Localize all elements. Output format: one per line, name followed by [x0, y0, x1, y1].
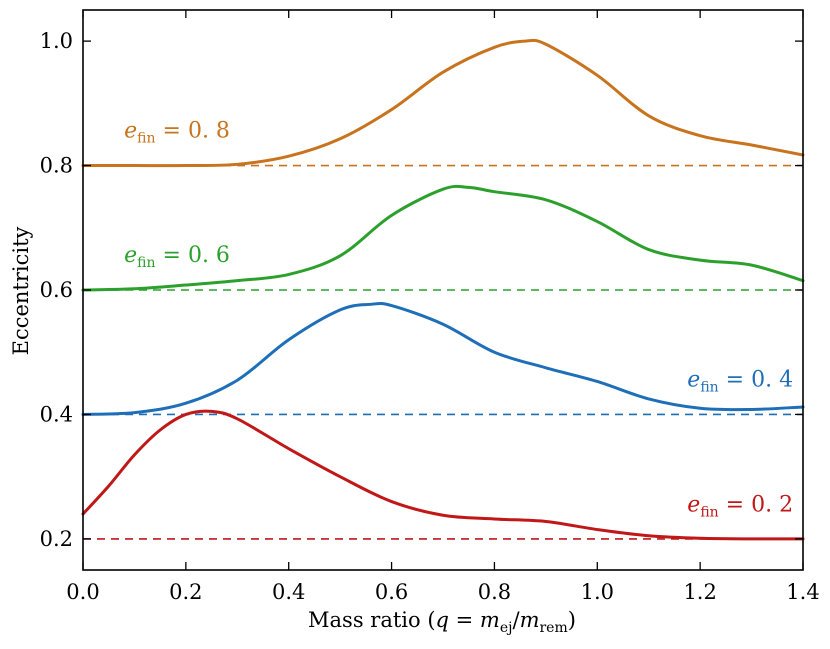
y-tick-label: 0.2 [40, 527, 73, 551]
x-tick-label: 0.4 [272, 580, 305, 604]
x-tick-label: 0.8 [478, 580, 511, 604]
y-tick-label: 1.0 [40, 29, 73, 53]
y-tick-label: 0.4 [40, 402, 73, 426]
baseline-group [83, 164, 803, 540]
x-axis-label: Mass ratio (q = mej/mrem) [308, 608, 576, 636]
y-tick-label: 0.8 [40, 154, 73, 178]
y-tick-label: 0.6 [40, 278, 73, 302]
plot-area: efin = 0. 8 efin = 0. 6 efin = 0. 4 efin = … [81, 9, 805, 571]
series-line [81, 184, 805, 292]
series-line [81, 38, 805, 168]
series-label: efin = 0. 6 [124, 243, 230, 271]
series-label: efin = 0. 8 [124, 118, 230, 146]
curve-group [81, 38, 805, 541]
tick-group [82, 10, 804, 570]
x-tick-label: 0.0 [66, 580, 99, 604]
series-line [81, 301, 805, 416]
series-label-group: efin = 0. 8 efin = 0. 6 efin = 0. 4 efin = … [124, 118, 793, 520]
x-tick-label: 1.4 [786, 580, 819, 604]
x-tick-label: 1.0 [581, 580, 614, 604]
series-label: efin = 0. 4 [687, 367, 793, 395]
plot-frame [82, 9, 804, 571]
x-tick-label: 0.6 [375, 580, 408, 604]
y-axis-label: Eccentricity [9, 226, 33, 355]
series-line [81, 409, 805, 541]
tick-label-group: 0.0 0.2 0.4 0.6 0.8 1.0 1.2 1.4 0.2 0.4 0.6 0.8 1.0 [40, 29, 820, 604]
x-tick-label: 0.2 [169, 580, 202, 604]
x-tick-label: 1.2 [683, 580, 716, 604]
series-label: efin = 0. 2 [687, 492, 793, 520]
